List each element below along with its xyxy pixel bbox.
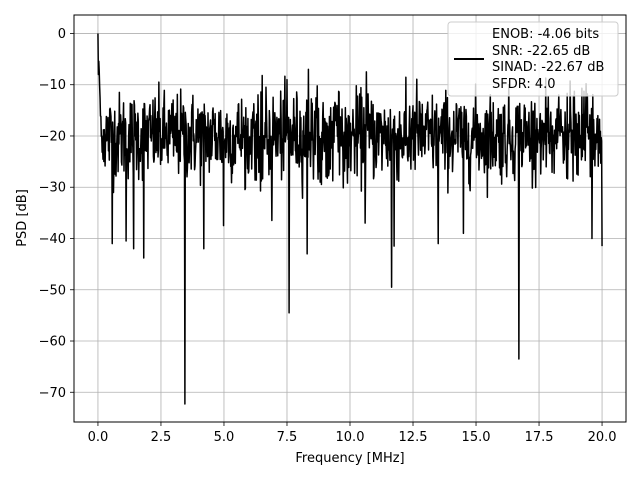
y-tick-label: −50	[39, 283, 66, 298]
x-tick-label: 2.5	[151, 430, 172, 445]
x-tick-label: 15.0	[462, 430, 491, 445]
x-tick-label: 17.5	[525, 430, 554, 445]
y-tick-label: 0	[58, 27, 66, 42]
legend-entry-snr: SNR: -22.65 dB	[492, 44, 590, 59]
series-layer	[97, 33, 603, 405]
y-tick-label: −70	[39, 386, 66, 401]
legend-entry-enob: ENOB: -4.06 bits	[492, 27, 599, 42]
y-tick-label: −60	[39, 335, 66, 350]
y-tick-label: −30	[39, 181, 66, 196]
legend-box	[447, 21, 619, 97]
x-tick-label: 10.0	[336, 430, 365, 445]
y-axis-label: PSD [dB]	[15, 189, 30, 247]
psd-series-line	[97, 33, 603, 405]
legend: ENOB: -4.06 bits SNR: -22.65 dB SINAD: -…	[447, 21, 619, 97]
x-tick-label: 12.5	[399, 430, 428, 445]
y-tick-label: −10	[39, 78, 66, 93]
plot-area	[97, 33, 603, 405]
x-tick-label: 20.0	[588, 430, 617, 445]
y-tick-label: −40	[39, 232, 66, 247]
x-tick-label: 5.0	[214, 430, 235, 445]
x-tick-label: 0.0	[88, 430, 109, 445]
legend-entry-sfdr: SFDR: 4.0	[492, 77, 556, 92]
x-tick-label: 7.5	[277, 430, 298, 445]
x-axis-label: Frequency [MHz]	[295, 451, 404, 466]
y-tick-label: −20	[39, 129, 66, 144]
y-axis-ticks: 0 −10 −20 −30 −40 −50 −60 −70	[39, 27, 74, 401]
legend-entry-sinad: SINAD: -22.67 dB	[492, 60, 604, 75]
x-axis-ticks: 0.0 2.5 5.0 7.5 10.0 12.5 15.0 17.5 20.0	[88, 422, 617, 445]
